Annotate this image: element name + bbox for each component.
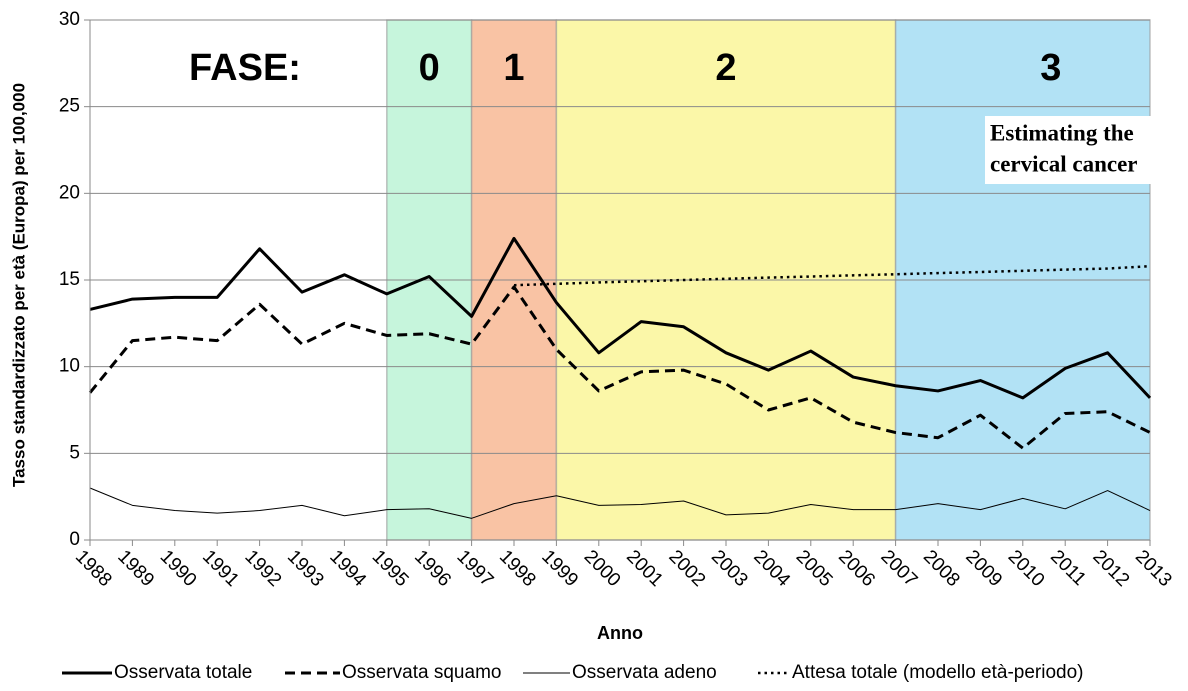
grid — [90, 19, 1150, 541]
x-axis-title: Anno — [597, 623, 643, 643]
series-line — [89, 236, 1152, 400]
phase-label: 1 — [503, 47, 524, 89]
phase-title: FASE: — [189, 47, 301, 89]
series-lines — [88, 236, 1152, 519]
y-axis-title: Tasso standardizzato per età (Europa) pe… — [9, 83, 28, 487]
annotation: cervical cancer — [990, 151, 1138, 176]
phase-label: 0 — [419, 47, 440, 89]
series-line — [88, 285, 1151, 450]
legend: Osservata totale Osservata squamo Osservat… — [62, 662, 1084, 683]
phase-label: 2 — [715, 47, 736, 89]
phase-label: 3 — [1040, 47, 1061, 89]
series-line — [89, 487, 1151, 519]
annotations: Estimating the cervical cancer — [985, 116, 1188, 184]
annotation: Estimating the — [990, 120, 1134, 145]
y-tick-label: 0 — [69, 529, 80, 550]
y-tick-label: 25 — [59, 96, 80, 117]
legend-label: Osservata squamo — [342, 662, 501, 683]
y-tick-label: 20 — [59, 182, 80, 203]
y-tick-label: 10 — [59, 356, 80, 377]
y-tick-label: 15 — [59, 269, 80, 290]
y-tick-label: 5 — [69, 442, 80, 463]
legend-label: Osservata adeno — [572, 662, 717, 683]
annotation-box — [985, 116, 1188, 184]
legend-label: Osservata totale — [114, 662, 252, 683]
y-tick-label: 30 — [59, 9, 80, 30]
series-line — [513, 264, 1151, 287]
legend-label: Attesa totale (modello età-periodo) — [792, 662, 1084, 683]
